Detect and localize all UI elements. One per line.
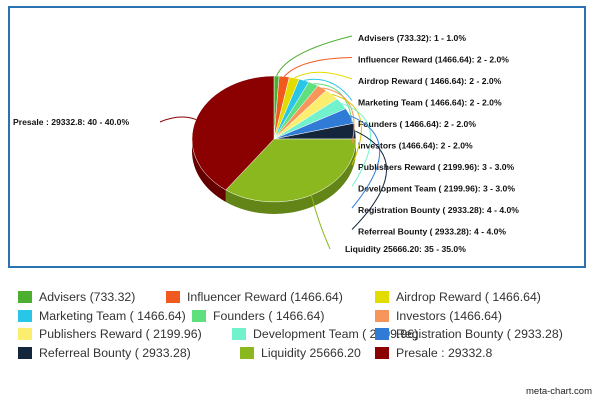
- data-label-registration-bounty: Registration Bounty ( 2933.28): 4 - 4.0%: [358, 205, 519, 215]
- legend-label: Publishers Reward ( 2199.96): [39, 327, 202, 341]
- legend-item-registration-bounty[interactable]: Registration Bounty ( 2933.28): [375, 326, 563, 342]
- pie-chart: Advisers (733.32): 1 - 1.0% Influencer Re…: [13, 33, 519, 254]
- legend-item-marketing-team[interactable]: Marketing Team ( 1466.64): [18, 308, 186, 324]
- legend-swatch: [232, 328, 246, 340]
- legend-item-founders[interactable]: Founders ( 1466.64): [192, 308, 324, 324]
- data-label-liquidity: Liquidity 25666.20: 35 - 35.0%: [345, 244, 466, 254]
- leader-line-publishers-reward: [331, 93, 362, 166]
- credit-text: meta-chart.com: [526, 386, 592, 397]
- pie-side-liquidity: [225, 139, 356, 214]
- legend-swatch: [18, 291, 32, 303]
- legend-item-investors[interactable]: Investors (1466.64): [375, 308, 502, 324]
- legend-swatch: [375, 346, 389, 359]
- data-label-advisers: Advisers (733.32): 1 - 1.0%: [358, 33, 466, 43]
- legend-swatch: [18, 346, 32, 359]
- data-label-influencer-reward: Influencer Reward (1466.64): 2 - 2.0%: [358, 55, 509, 65]
- data-label-investors: Investors (1466.64): 2 - 2.0%: [358, 141, 473, 151]
- legend-label: Registration Bounty ( 2933.28): [396, 327, 563, 341]
- data-label-marketing-team: Marketing Team ( 1466.64): 2 - 2.0%: [358, 98, 502, 108]
- data-label-publishers-reward: Publishers Reward ( 2199.96): 3 - 3.0%: [358, 162, 515, 172]
- legend-item-presale[interactable]: Presale : 29332.8: [375, 345, 492, 361]
- chart-frame: Advisers (733.32): 1 - 1.0% Influencer Re…: [8, 6, 586, 268]
- legend-label: Investors (1466.64): [396, 308, 502, 323]
- legend-item-airdrop-reward[interactable]: Airdrop Reward ( 1466.64): [375, 289, 541, 305]
- pie-slice-presale[interactable]: [191, 75, 275, 191]
- leader-line-development-team: [341, 103, 372, 187]
- leader-line-referreal-bounty: [351, 130, 388, 230]
- legend-label: Presale : 29332.8: [396, 345, 493, 360]
- legend-swatch: [18, 309, 32, 322]
- data-label-referreal-bounty: Referreal Bounty ( 2933.28): 4 - 4.0%: [358, 227, 506, 237]
- legend-label: Influencer Reward (1466.64): [187, 290, 343, 304]
- pie-side-presale: [192, 139, 226, 202]
- data-label-airdrop-reward: Airdrop Reward ( 1466.64): 2 - 2.0%: [358, 76, 502, 86]
- leader-line-founders: [313, 83, 353, 123]
- legend-swatch: [18, 328, 32, 340]
- leader-line-marketing-team: [304, 78, 353, 101]
- legend-label: Advisers (733.32): [39, 290, 136, 304]
- leader-line-registration-bounty: [350, 115, 381, 209]
- legend-label: Founders ( 1466.64): [213, 308, 325, 323]
- leader-line-influencer-reward: [283, 57, 353, 77]
- legend-swatch: [375, 328, 389, 340]
- legend-label: Marketing Team ( 1466.64): [39, 308, 186, 323]
- legend-swatch: [192, 309, 206, 322]
- legend-label: Liquidity 25666.20: [261, 345, 361, 360]
- legend-item-influencer-reward[interactable]: Influencer Reward (1466.64): [166, 289, 343, 305]
- data-label-development-team: Development Team ( 2199.96): 3 - 3.0%: [358, 184, 515, 194]
- legend-label: Referreal Bounty ( 2933.28): [39, 345, 191, 360]
- leader-line-airdrop-reward: [294, 71, 353, 80]
- legend-swatch: [166, 291, 180, 303]
- pie-slice-liquidity[interactable]: [225, 138, 357, 203]
- leader-line-liquidity: [310, 195, 331, 250]
- legend-swatch: [375, 291, 389, 303]
- legend-swatch: [240, 346, 254, 359]
- leader-line-presale: [159, 116, 197, 123]
- legend-item-referreal-bounty[interactable]: Referreal Bounty ( 2933.28): [18, 345, 191, 361]
- legend-item-advisers[interactable]: Advisers (733.32): [18, 289, 135, 305]
- legend-item-publishers-reward[interactable]: Publishers Reward ( 2199.96): [18, 326, 202, 342]
- data-label-founders: Founders ( 1466.64): 2 - 2.0%: [358, 119, 476, 129]
- data-label-presale: Presale : 29332.8: 40 - 40.0%: [13, 117, 129, 127]
- legend-swatch: [375, 309, 389, 322]
- leader-line-investors: [322, 87, 355, 144]
- legend-label: Airdrop Reward ( 1466.64): [396, 290, 541, 304]
- leader-line-advisers: [276, 35, 353, 77]
- legend-item-liquidity[interactable]: Liquidity 25666.20: [240, 345, 361, 361]
